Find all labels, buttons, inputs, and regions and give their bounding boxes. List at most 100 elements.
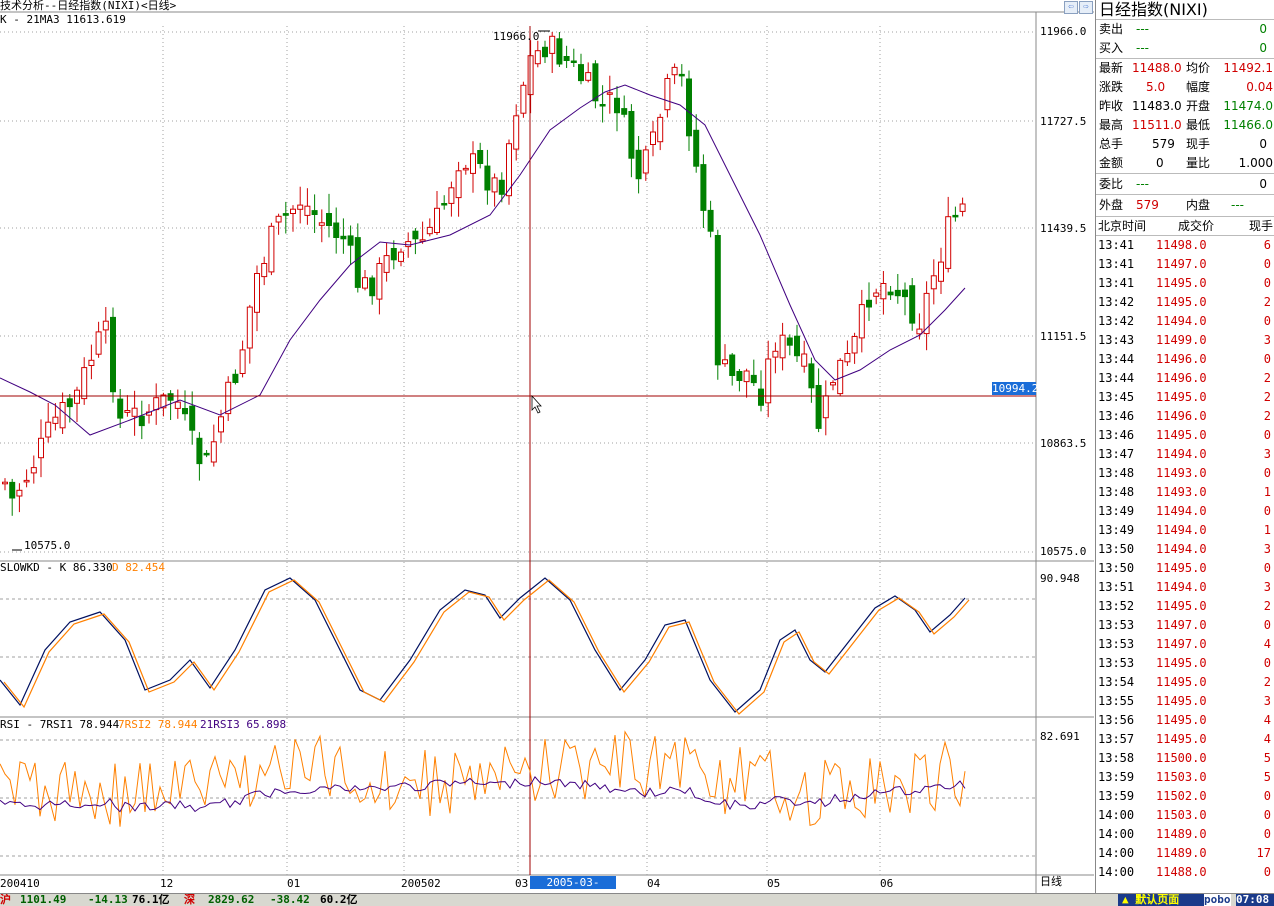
outer-value: 579 — [1136, 198, 1159, 212]
tick-price: 11503.0 — [1156, 808, 1207, 822]
kd-k-line — [0, 577, 966, 713]
quote-value: 11483.0 — [1132, 99, 1182, 113]
tick-volume: 5 — [1263, 751, 1271, 765]
tick-row: 13:56 11495.0 4 — [1096, 711, 1274, 730]
candle-body — [225, 381, 232, 415]
candle-body — [45, 421, 52, 438]
tick-price: 11495.0 — [1156, 428, 1207, 442]
home-page-button[interactable]: ▲ 默认页面 — [1118, 894, 1204, 906]
tick-row: 13:52 11495.0 2 — [1096, 597, 1274, 616]
candle-body — [311, 210, 318, 216]
candle-body — [844, 353, 851, 363]
tick-row: 13:59 11502.0 0 — [1096, 787, 1274, 806]
candle-body — [268, 225, 275, 273]
tick-price: 11494.0 — [1156, 504, 1207, 518]
tick-row: 13:50 11494.0 3 — [1096, 540, 1274, 559]
candle-body — [88, 359, 95, 366]
candle-body — [340, 235, 347, 240]
x-tick: 05 — [767, 877, 781, 890]
arrow-left-icon[interactable]: ⇦ — [1064, 1, 1078, 14]
cursor-price-tag: 10994.2 — [992, 382, 1039, 395]
candle-body — [81, 367, 88, 400]
candle-body — [59, 402, 66, 429]
candle-body — [729, 354, 736, 376]
sell-price: --- — [1136, 22, 1149, 36]
chart-title: 技术分析--日经指数(NIXI)<日线> — [0, 0, 177, 12]
tick-volume: 5 — [1263, 770, 1271, 784]
candle-body — [779, 334, 786, 359]
tick-price: 11495.0 — [1156, 656, 1207, 670]
tick-volume: 0 — [1263, 865, 1271, 879]
candle-body — [722, 359, 728, 365]
warning-icon: ▲ — [1122, 893, 1129, 906]
tick-time: 13:59 — [1098, 770, 1135, 784]
tick-price: 11494.0 — [1156, 523, 1207, 537]
tick-row: 13:42 11494.0 0 — [1096, 312, 1274, 331]
index-2-amount: 60.2亿 — [320, 893, 358, 906]
tick-time: 13:54 — [1098, 675, 1135, 689]
tick-price: 11495.0 — [1156, 675, 1207, 689]
ratio-label: 委比 — [1099, 177, 1124, 191]
candle-body — [923, 292, 930, 335]
tick-time: 13:49 — [1098, 504, 1135, 518]
tick-time: 13:41 — [1098, 257, 1135, 271]
chart-area[interactable]: 技术分析--日经指数(NIXI)<日线> K - 21MA3 11613.619… — [0, 0, 1094, 902]
quote-value: 579 — [1152, 137, 1175, 151]
rsi-fast-line — [0, 730, 966, 827]
candle-body — [376, 263, 383, 300]
tick-price: 11494.0 — [1156, 542, 1207, 556]
candle-body — [930, 275, 937, 290]
tick-price: 11495.0 — [1156, 694, 1207, 708]
candle-body — [959, 203, 966, 212]
candle-body — [614, 97, 620, 114]
tick-price: 11495.0 — [1156, 561, 1207, 575]
chart-canvas[interactable] — [0, 0, 1094, 893]
tick-time: 13:53 — [1098, 656, 1135, 670]
inner-value: --- — [1231, 198, 1244, 212]
tick-time: 13:53 — [1098, 618, 1135, 632]
tick-row: 13:42 11495.0 2 — [1096, 293, 1274, 312]
candle-body — [455, 170, 462, 199]
candle-body — [765, 358, 772, 404]
candle-body — [138, 415, 145, 427]
tick-volume: 3 — [1263, 694, 1271, 708]
tick-volume: 0 — [1263, 466, 1271, 480]
candle-body — [304, 205, 311, 216]
tick-price: 11500.0 — [1156, 751, 1207, 765]
candle-body — [189, 405, 196, 431]
buy-row: 买入 --- 0 — [1096, 39, 1274, 59]
kd-label: SLOWKD - K 86.330 — [0, 561, 113, 574]
quote-value: 0 — [1259, 137, 1267, 151]
tick-row: 13:47 11494.0 3 — [1096, 445, 1274, 464]
candle-body — [822, 395, 829, 419]
candle-body — [196, 437, 203, 465]
tick-list[interactable]: 13:41 11498.0 6 13:41 11497.0 0 13:41 11495.0 0 1… — [1096, 236, 1274, 882]
tick-row: 13:49 11494.0 1 — [1096, 521, 1274, 540]
tick-volume: 0 — [1263, 561, 1271, 575]
candle-body — [599, 104, 606, 107]
rsi-label-1: RSI - 7RSI1 78.944 — [0, 718, 120, 731]
tick-row: 14:00 11503.0 0 — [1096, 806, 1274, 825]
candle-body — [95, 331, 102, 355]
candle-body — [419, 239, 426, 242]
candle-body — [786, 337, 793, 346]
x-tick: 04 — [647, 877, 661, 890]
candle-body — [210, 441, 217, 463]
sell-volume: 0 — [1259, 22, 1267, 36]
sell-label: 卖出 — [1099, 22, 1124, 36]
tick-volume: 3 — [1263, 542, 1271, 556]
quote-value: 11492.1 — [1223, 61, 1273, 75]
tick-price: 11489.0 — [1156, 846, 1207, 860]
tick-time: 13:48 — [1098, 466, 1135, 480]
candle-body — [880, 283, 887, 300]
candle-body — [866, 299, 872, 308]
tick-volume: 0 — [1263, 257, 1271, 271]
arrow-right-icon[interactable]: ⇨ — [1079, 1, 1093, 14]
candle-body — [902, 289, 908, 298]
candle-body — [527, 55, 534, 96]
candle-body — [549, 35, 556, 54]
tick-price: 11497.0 — [1156, 637, 1207, 651]
x-tick: 200502 — [401, 877, 441, 890]
tick-time: 13:50 — [1098, 542, 1135, 556]
tick-row: 13:45 11495.0 2 — [1096, 388, 1274, 407]
